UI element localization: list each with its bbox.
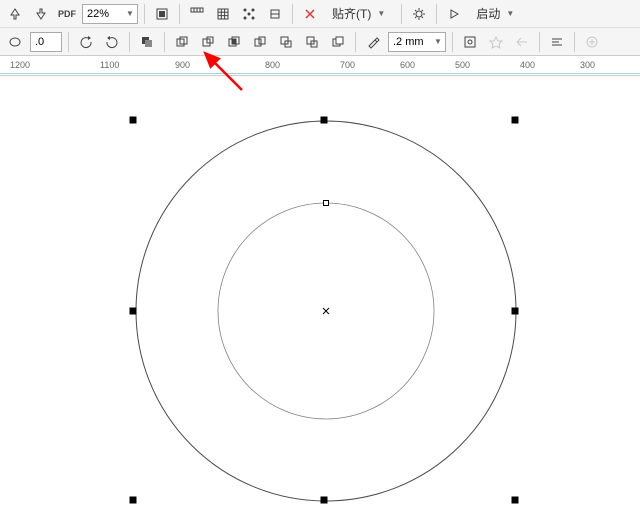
snap-to-dropdown[interactable]: 贴齐(T) ▼ xyxy=(325,3,395,25)
ruler-tick: 1200 xyxy=(10,60,30,70)
intersect-icon[interactable] xyxy=(223,31,245,53)
ruler-tick: 300 xyxy=(580,60,595,70)
add-icon[interactable] xyxy=(581,31,603,53)
coord-field[interactable] xyxy=(31,33,61,51)
outline-pen-icon[interactable] xyxy=(362,31,384,53)
separator xyxy=(355,32,356,52)
separator xyxy=(144,4,145,24)
chevron-down-icon[interactable]: ▼ xyxy=(123,9,137,18)
ruler-tick: 900 xyxy=(175,60,190,70)
zoom-level-input[interactable]: ▼ xyxy=(82,4,138,24)
zoom-value-field[interactable] xyxy=(83,5,123,23)
ruler-tick: 500 xyxy=(455,60,470,70)
chevron-down-icon: ▼ xyxy=(503,9,517,18)
ruler-tick: 400 xyxy=(520,60,535,70)
launch-button[interactable]: 启动 ▼ xyxy=(469,3,524,25)
wrap-text-icon[interactable] xyxy=(459,31,481,53)
fullscreen-icon[interactable] xyxy=(151,3,173,25)
toolbar-properties: ▼ xyxy=(0,28,640,56)
separator xyxy=(164,32,165,52)
horizontal-ruler: 1200 1100 900 800 700 600 500 400 300 xyxy=(0,56,640,76)
chevron-down-icon: ▼ xyxy=(374,9,388,18)
inner-top-handle[interactable] xyxy=(324,201,329,206)
align-icon[interactable] xyxy=(546,31,568,53)
snap-icon[interactable] xyxy=(264,3,286,25)
center-mark xyxy=(323,308,329,314)
separator xyxy=(68,32,69,52)
ruler-guide-line xyxy=(0,73,640,74)
pdf-button[interactable]: PDF xyxy=(56,3,78,25)
rotate-right-icon[interactable] xyxy=(101,31,123,53)
coord-input[interactable] xyxy=(30,32,62,52)
arrow-up-icon[interactable] xyxy=(4,3,26,25)
separator xyxy=(539,32,540,52)
launch-label: 启动 xyxy=(476,5,500,22)
toolbar-top: PDF ▼ 贴齐(T) ▼ 启动 ▼ xyxy=(0,0,640,28)
separator xyxy=(452,32,453,52)
launch-play-icon[interactable] xyxy=(443,3,465,25)
canvas-svg xyxy=(0,76,640,507)
close-x-icon[interactable] xyxy=(299,3,321,25)
order-front-icon[interactable] xyxy=(136,31,158,53)
chevron-down-icon[interactable]: ▼ xyxy=(431,37,445,46)
separator xyxy=(179,4,180,24)
show-guides-icon[interactable] xyxy=(238,3,260,25)
rotate-left-icon[interactable] xyxy=(75,31,97,53)
ruler-tick: 700 xyxy=(340,60,355,70)
ruler-tick: 600 xyxy=(400,60,415,70)
separator xyxy=(574,32,575,52)
front-minus-back-icon[interactable] xyxy=(275,31,297,53)
back-minus-front-icon[interactable] xyxy=(301,31,323,53)
separator xyxy=(436,4,437,24)
show-rulers-icon[interactable] xyxy=(186,3,208,25)
drawing-canvas[interactable] xyxy=(0,76,640,507)
outline-width-field[interactable] xyxy=(389,33,431,51)
outline-width-input[interactable]: ▼ xyxy=(388,32,446,52)
convert-icon[interactable] xyxy=(511,31,533,53)
separator xyxy=(129,32,130,52)
ruler-tick: 800 xyxy=(265,60,280,70)
arrow-down-icon[interactable] xyxy=(30,3,52,25)
boundary-icon[interactable] xyxy=(327,31,349,53)
ellipse-tool-icon[interactable] xyxy=(4,31,26,53)
weld-icon[interactable] xyxy=(171,31,193,53)
ruler-tick: 1100 xyxy=(100,60,119,70)
separator xyxy=(292,4,293,24)
trim-icon[interactable] xyxy=(197,31,219,53)
snap-to-label: 贴齐(T) xyxy=(332,5,371,22)
separator xyxy=(401,4,402,24)
effects-icon[interactable] xyxy=(485,31,507,53)
options-gear-icon[interactable] xyxy=(408,3,430,25)
show-grid-icon[interactable] xyxy=(212,3,234,25)
simplify-icon[interactable] xyxy=(249,31,271,53)
